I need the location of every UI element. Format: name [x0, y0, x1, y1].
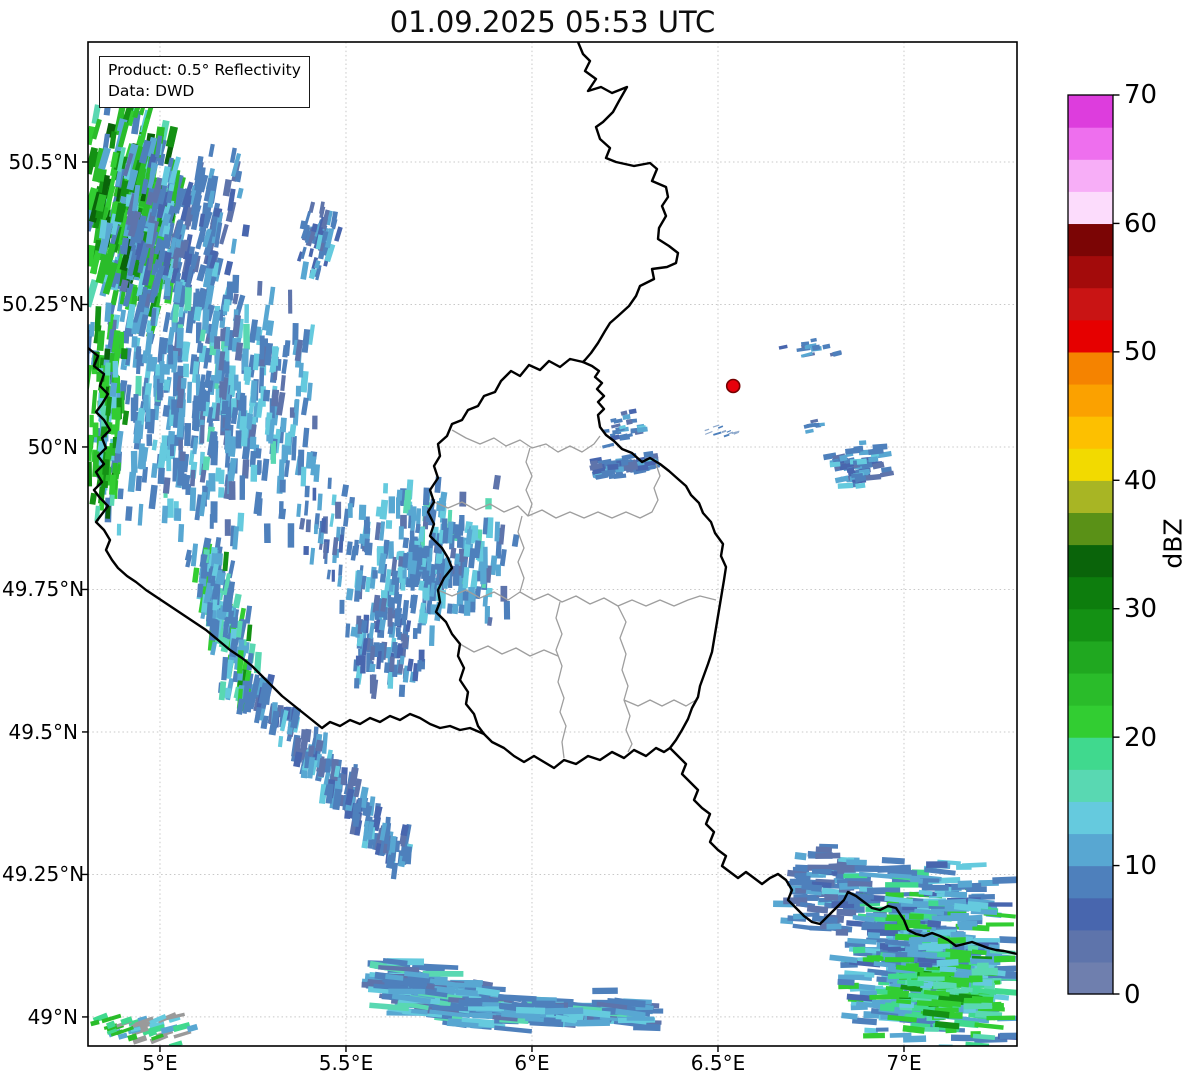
lat-tick-label-50n: 50°N [27, 435, 78, 459]
lon-tick-label-5e: 5°E [142, 1051, 178, 1075]
radar-site-marker [725, 378, 741, 394]
plot-title: 01.09.2025 05:53 UTC [389, 5, 716, 39]
lat-tick-label-49-5n: 49.5°N [8, 720, 79, 744]
country-border-fr-de [668, 746, 1017, 956]
colorbar-tick-label-60: 60 [1124, 209, 1158, 239]
axis-tick-marks [82, 161, 905, 1052]
colorbar-tick-label-40: 40 [1124, 466, 1158, 496]
lon-tick-label-6e: 6°E [514, 1051, 550, 1075]
colorbar-tick-label-10: 10 [1124, 851, 1158, 881]
colorbar-group [1067, 94, 1120, 995]
data-source-line: Data: DWD [108, 81, 195, 100]
colorbar-tick-label-30: 30 [1124, 594, 1158, 624]
lat-tick-label-50-25n: 50.25°N [2, 292, 85, 316]
product-info-box: Product: 0.5° Reflectivity Data: DWD [99, 56, 310, 108]
colorbar-tick-label-70: 70 [1124, 80, 1158, 110]
product-line: Product: 0.5° Reflectivity [108, 61, 301, 79]
country-border-be-de [576, 42, 680, 364]
colorbar-frame [1067, 94, 1114, 995]
colorbar-tick-label-20: 20 [1124, 723, 1158, 753]
lon-tick-label-5-5e: 5.5°E [318, 1051, 374, 1075]
lon-tick-label-6-5e: 6.5°E [690, 1051, 746, 1075]
country-border-be-fr [88, 346, 486, 736]
radar-echo-layer [88, 83, 1017, 1046]
lat-tick-label-49n: 49°N [27, 1005, 78, 1029]
country-borders [88, 42, 1017, 956]
lat-tick-label-49-75n: 49.75°N [2, 577, 85, 601]
country-border-luxembourg [426, 357, 728, 770]
colorbar-tick-marks [1113, 94, 1120, 995]
colorbar-tick-label-50: 50 [1124, 337, 1158, 367]
lon-tick-label-7e: 7°E [886, 1051, 922, 1075]
plot-frame [87, 41, 1018, 1047]
colorbar-tick-label-0: 0 [1124, 980, 1141, 1010]
canton-borders [433, 429, 717, 759]
colorbar-swatches [1068, 95, 1113, 995]
colorbar-unit-label: dBZ [1158, 518, 1188, 569]
lat-tick-label-50-5n: 50.5°N [8, 150, 79, 174]
lat-tick-label-49-25n: 49.25°N [2, 862, 85, 886]
